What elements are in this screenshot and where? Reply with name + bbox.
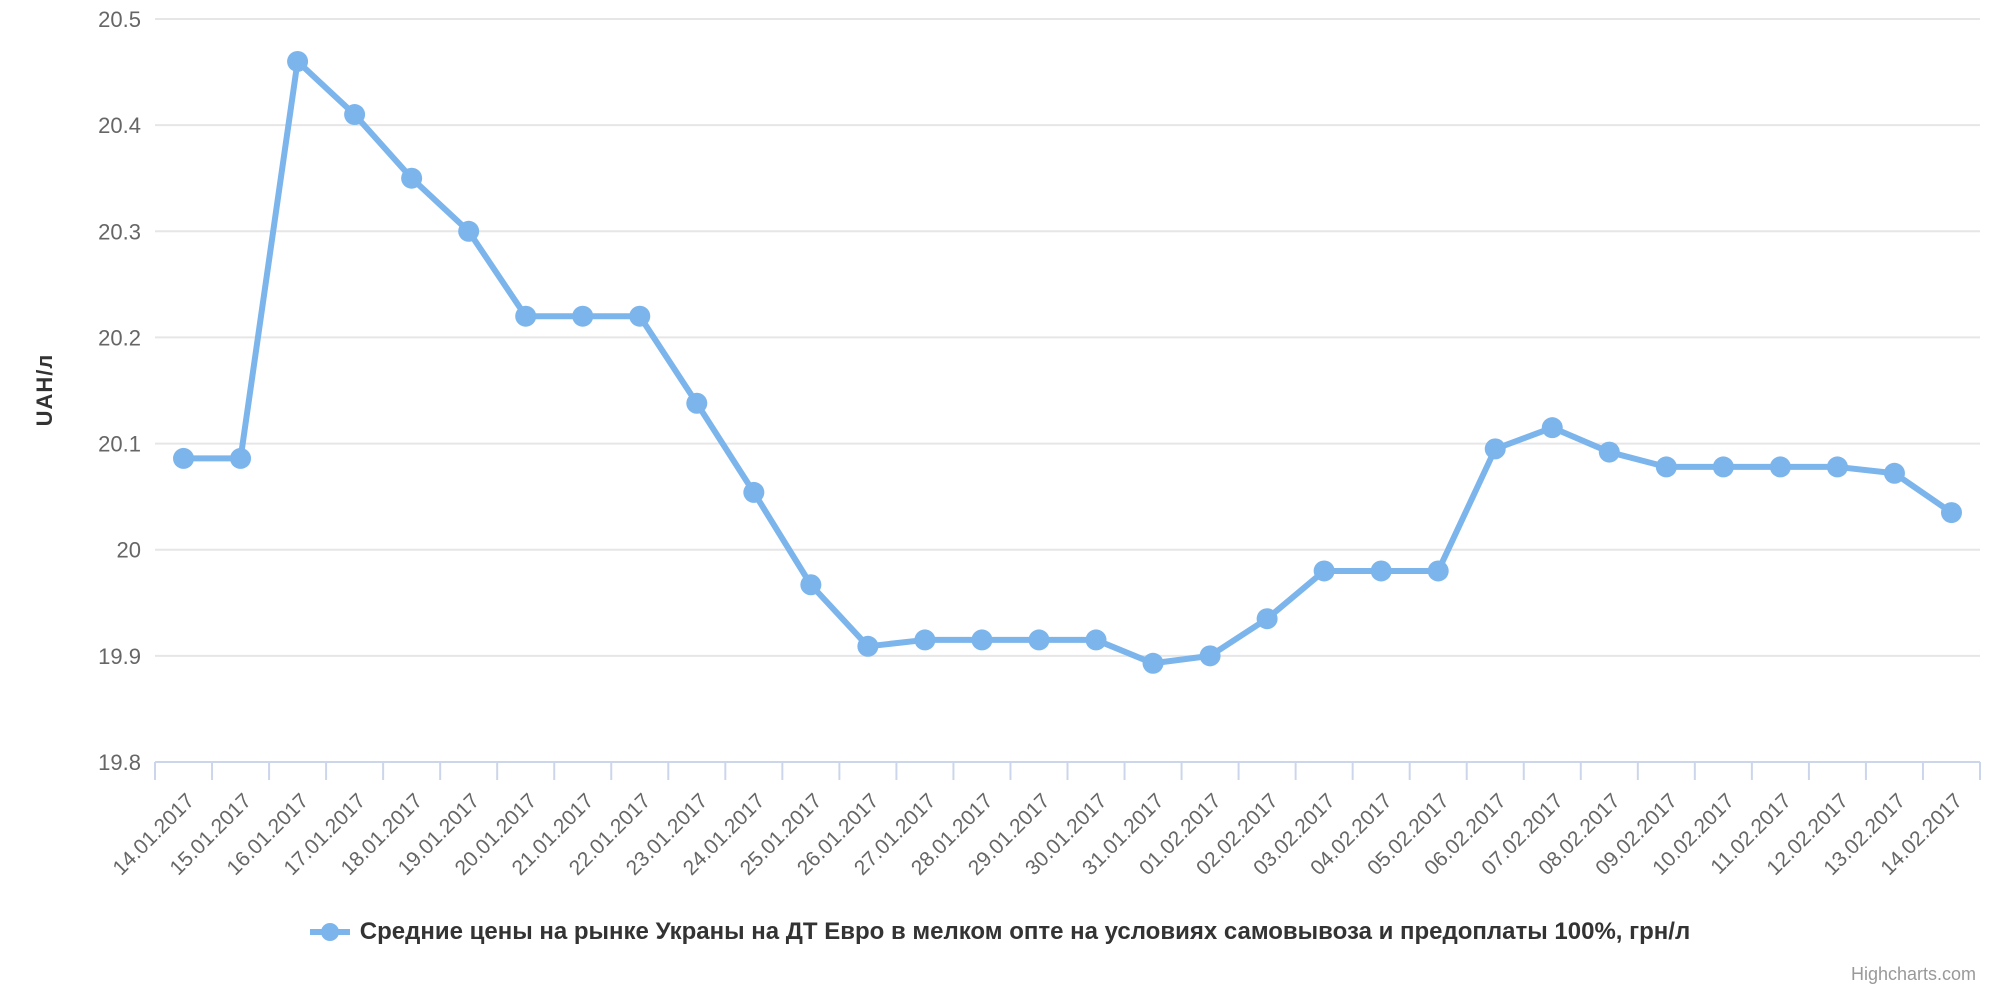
data-point-marker[interactable] xyxy=(1769,456,1791,478)
legend-series-marker-icon xyxy=(309,923,350,941)
y-axis-tick-label: 20 xyxy=(117,538,141,563)
data-point-marker[interactable] xyxy=(1256,608,1278,630)
data-point-marker[interactable] xyxy=(287,50,309,72)
data-point-marker[interactable] xyxy=(572,305,594,327)
data-point-marker[interactable] xyxy=(857,635,879,657)
y-axis-tick-label: 19.9 xyxy=(98,644,141,669)
series-group xyxy=(173,50,1962,674)
data-point-marker[interactable] xyxy=(1142,652,1164,674)
y-axis-tick-label: 20.3 xyxy=(98,219,141,244)
data-point-marker[interactable] xyxy=(1940,502,1962,524)
data-point-marker[interactable] xyxy=(173,447,195,469)
data-point-marker[interactable] xyxy=(800,574,822,596)
x-axis-labels-group: 14.01.201715.01.201716.01.201717.01.2017… xyxy=(108,789,1967,880)
data-point-marker[interactable] xyxy=(458,220,480,242)
data-point-marker[interactable] xyxy=(1199,645,1221,667)
data-point-marker[interactable] xyxy=(1313,560,1335,582)
y-axis-tick-label: 20.5 xyxy=(98,7,141,32)
data-point-marker[interactable] xyxy=(1028,629,1050,651)
data-point-marker[interactable] xyxy=(401,167,423,189)
gridlines-group xyxy=(155,18,1980,763)
y-axis-labels-group: 19.8 19.9 20 20.1 20.2 20.3 20.4 20.5 xyxy=(98,7,141,775)
data-point-marker[interactable] xyxy=(686,392,708,414)
data-point-marker[interactable] xyxy=(743,481,765,503)
legend-item[interactable]: Средние цены на рынке Украны на ДТ Евро … xyxy=(309,918,1691,946)
y-axis-tick-label: 19.8 xyxy=(98,750,141,775)
highcharts-credit-link[interactable]: Highcharts.com xyxy=(1850,964,1976,984)
data-point-marker[interactable] xyxy=(629,305,651,327)
data-point-marker[interactable] xyxy=(1370,560,1392,582)
axes-group xyxy=(154,761,1981,780)
data-point-marker[interactable] xyxy=(1826,456,1848,478)
data-point-marker[interactable] xyxy=(971,629,993,651)
data-point-marker[interactable] xyxy=(1484,438,1506,460)
y-axis-tick-label: 20.4 xyxy=(98,113,141,138)
y-axis-title: UAH/л xyxy=(32,353,57,427)
data-point-marker[interactable] xyxy=(230,447,252,469)
legend-series-label[interactable]: Средние цены на рынке Украны на ДТ Евро … xyxy=(359,918,1691,945)
data-point-marker[interactable] xyxy=(1085,629,1107,651)
data-point-marker[interactable] xyxy=(1712,456,1734,478)
data-point-marker[interactable] xyxy=(515,305,537,327)
data-point-marker[interactable] xyxy=(1655,456,1677,478)
series-line xyxy=(180,58,1955,667)
data-point-marker[interactable] xyxy=(1427,560,1449,582)
data-point-marker[interactable] xyxy=(914,629,936,651)
data-point-marker[interactable] xyxy=(1598,441,1620,463)
y-axis-tick-label: 20.1 xyxy=(98,432,141,457)
data-point-marker[interactable] xyxy=(344,104,366,126)
y-axis-tick-label: 20.2 xyxy=(98,325,141,350)
legend: Средние цены на рынке Украны на ДТ Евро … xyxy=(0,918,2000,946)
data-point-marker[interactable] xyxy=(1883,462,1905,484)
data-point-marker[interactable] xyxy=(1541,417,1563,439)
